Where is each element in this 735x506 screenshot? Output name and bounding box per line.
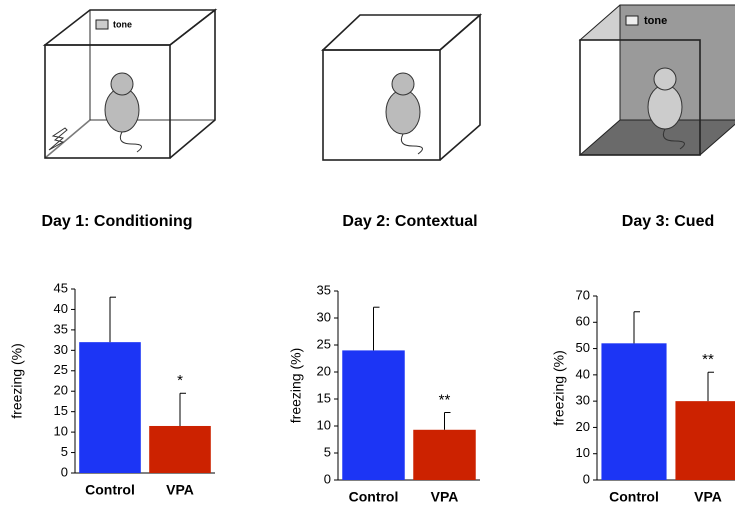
x-tick-label: Control (349, 489, 399, 505)
y-tick-label: 25 (54, 362, 68, 377)
day-label: Day 3: Cued (622, 213, 714, 230)
y-tick-label: 10 (317, 417, 331, 432)
bar (79, 342, 141, 473)
bar (149, 426, 211, 473)
cage-diagram: tone (45, 10, 215, 158)
y-tick-label: 20 (54, 383, 68, 398)
y-tick-label: 30 (317, 309, 331, 324)
x-tick-label: VPA (431, 489, 459, 505)
day-label: Day 1: Conditioning (41, 213, 192, 230)
y-tick-label: 10 (576, 445, 590, 460)
y-tick-label: 70 (576, 287, 590, 302)
y-tick-label: 35 (54, 321, 68, 336)
x-tick-label: Control (609, 489, 659, 505)
bar (342, 350, 404, 480)
y-axis-label: freezing (%) (9, 343, 25, 418)
x-tick-label: VPA (166, 482, 194, 498)
speaker-label: tone (113, 19, 132, 29)
y-tick-label: 5 (61, 444, 68, 459)
y-tick-label: 25 (317, 336, 331, 351)
y-tick-label: 30 (54, 342, 68, 357)
x-tick-label: Control (85, 482, 135, 498)
y-tick-label: 40 (54, 301, 68, 316)
cage-diagram (323, 15, 480, 160)
y-tick-label: 40 (576, 366, 590, 381)
x-tick-label: VPA (694, 489, 722, 505)
bar (413, 430, 475, 480)
y-axis-label: freezing (%) (551, 350, 567, 425)
y-tick-label: 45 (54, 280, 68, 295)
bar (675, 401, 735, 480)
speaker-label: tone (644, 15, 667, 27)
y-tick-label: 15 (54, 403, 68, 418)
y-tick-label: 20 (317, 363, 331, 378)
cage-diagram: tone (580, 5, 735, 155)
figure: tone Day 1: Conditioning Day 2: Contextu… (0, 0, 735, 506)
y-tick-label: 20 (576, 419, 590, 434)
y-tick-label: 50 (576, 340, 590, 355)
y-tick-label: 35 (317, 282, 331, 297)
y-axis-label: freezing (%) (288, 348, 304, 423)
significance-mark: ** (439, 391, 451, 408)
y-tick-label: 30 (576, 393, 590, 408)
y-tick-label: 0 (61, 464, 68, 479)
day-label: Day 2: Contextual (342, 213, 477, 230)
significance-mark: ** (702, 351, 714, 368)
y-tick-label: 5 (324, 444, 331, 459)
y-tick-label: 10 (54, 424, 68, 439)
bar (601, 343, 666, 480)
y-tick-label: 0 (324, 471, 331, 486)
y-tick-label: 15 (317, 390, 331, 405)
y-tick-label: 60 (576, 314, 590, 329)
y-tick-label: 0 (583, 471, 590, 486)
significance-mark: * (177, 372, 183, 389)
